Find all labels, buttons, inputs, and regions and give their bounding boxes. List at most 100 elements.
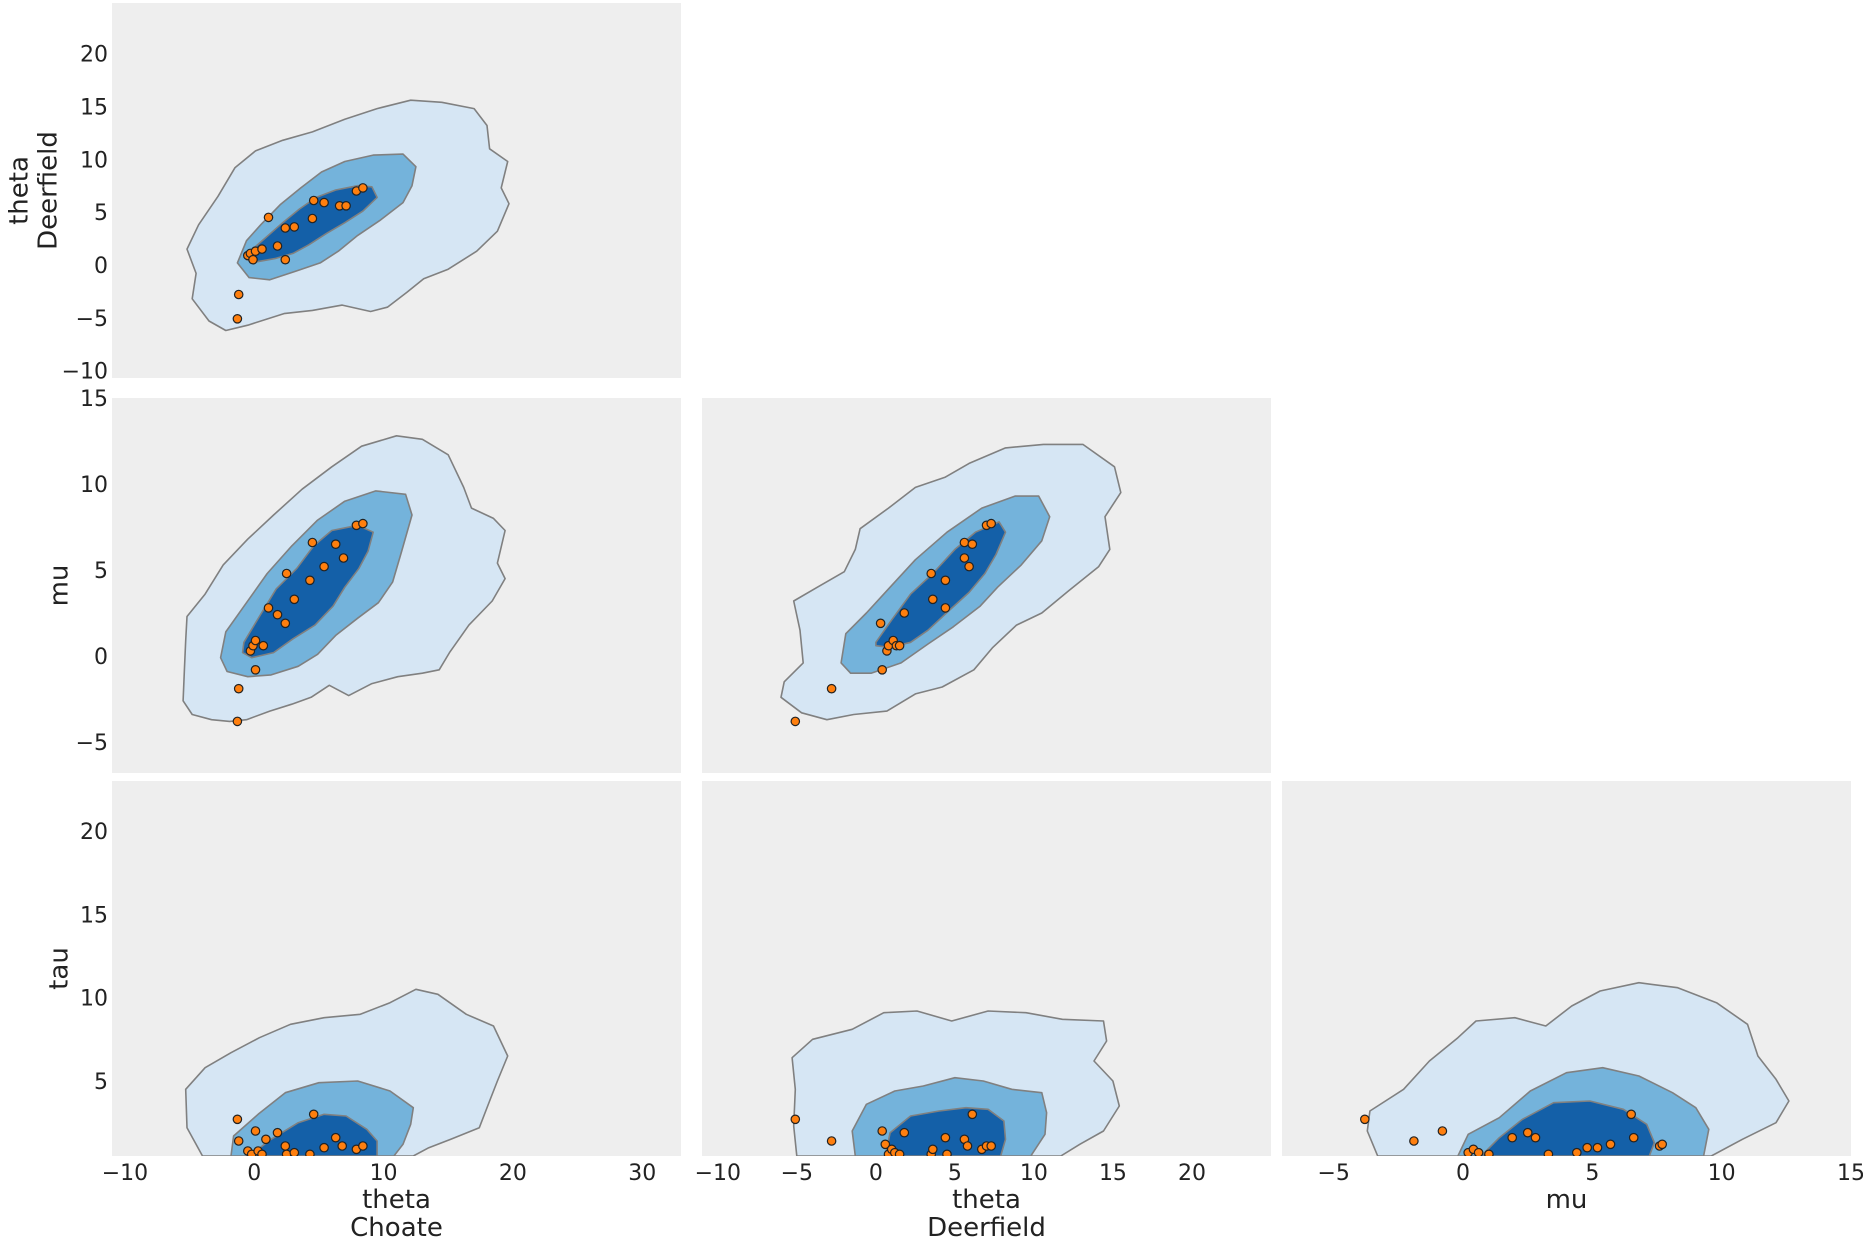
scatter-point <box>1605 1139 1616 1150</box>
scatter-point <box>250 1126 261 1136</box>
scatter-point <box>250 635 261 646</box>
scatter-point <box>248 254 258 265</box>
scatter-point <box>289 1147 300 1156</box>
scatter-point <box>358 1141 368 1151</box>
x-axis-label: theta <box>362 1185 431 1215</box>
scatter-point <box>986 518 996 529</box>
x-tick-label: 10 <box>370 1161 398 1186</box>
x-tick-label: 0 <box>869 1161 883 1186</box>
scatter-point <box>1409 1136 1419 1146</box>
scatter-point <box>272 1127 283 1138</box>
x-tick-label: 0 <box>1456 1161 1470 1186</box>
scatter-point <box>281 568 292 579</box>
scatter-point <box>307 213 318 224</box>
y-tick-label: 20 <box>80 820 108 845</box>
y-tick-label: 15 <box>80 387 108 412</box>
scatter-point <box>877 664 887 675</box>
x-axis-label: Choate <box>350 1213 443 1242</box>
scatter-point <box>1628 1132 1639 1143</box>
y-tick-label: 10 <box>80 148 108 173</box>
scatter-point <box>940 1132 951 1143</box>
scatter-point <box>233 1136 244 1146</box>
x-tick-label: −5 <box>781 1161 813 1186</box>
scatter-point <box>330 1132 341 1143</box>
scatter-point <box>308 1109 319 1120</box>
kde-contour-inner <box>884 1106 1007 1156</box>
x-tick-label: 5 <box>948 1161 962 1186</box>
scatter-point <box>319 1142 329 1153</box>
scatter-point <box>232 716 243 727</box>
x-tick-label: 10 <box>1708 1161 1736 1186</box>
scatter-point <box>1473 1147 1484 1156</box>
scatter-point <box>280 254 291 265</box>
scatter-point <box>319 561 329 572</box>
scatter-point <box>280 618 291 629</box>
scatter-point <box>899 1127 910 1138</box>
scatter-point <box>1572 1147 1582 1156</box>
x-tick-label: 0 <box>247 1161 261 1186</box>
x-tick-label: 20 <box>499 1161 527 1186</box>
scatter-point <box>1626 1109 1636 1120</box>
scatter-point <box>263 212 274 223</box>
x-tick-label: −5 <box>1318 1161 1350 1186</box>
x-tick-label: 15 <box>1099 1161 1127 1186</box>
scatter-point <box>257 1149 267 1156</box>
scatter-point <box>358 183 368 193</box>
scatter-point <box>959 553 970 563</box>
x-axis-label: mu <box>1546 1185 1588 1215</box>
scatter-point <box>790 1114 801 1125</box>
scatter-point <box>257 244 267 254</box>
scatter-point <box>959 537 970 548</box>
scatter-point <box>1522 1127 1533 1138</box>
scatter-point <box>790 716 801 727</box>
scatter-point <box>232 1114 243 1125</box>
y-tick-label: 0 <box>94 254 108 279</box>
x-tick-label: 5 <box>1585 1161 1599 1186</box>
x-tick-label: 20 <box>1178 1161 1206 1186</box>
scatter-point <box>826 1136 837 1146</box>
scatter-point <box>289 594 300 605</box>
scatter-point <box>338 553 349 563</box>
panel-deerfield-vs-choate: −10 −5 0 5 10 15 20 theta Deerfield <box>5 3 681 385</box>
panel-mu-vs-choate: −5 0 5 10 15 mu <box>45 387 681 773</box>
scatter-point <box>337 1141 347 1151</box>
scatter-point <box>308 195 319 206</box>
scatter-point <box>1437 1126 1448 1136</box>
scatter-point <box>232 313 243 324</box>
scatter-point <box>927 594 938 605</box>
scatter-point <box>1657 1139 1667 1150</box>
scatter-point <box>1530 1132 1541 1143</box>
scatter-point <box>926 568 936 579</box>
scatter-point <box>261 1134 271 1145</box>
y-tick-label: 0 <box>94 645 108 670</box>
scatter-point <box>233 289 244 300</box>
y-tick-label: −5 <box>76 731 108 756</box>
x-axis-label: theta <box>952 1185 1021 1215</box>
y-axis-label: theta <box>5 156 35 225</box>
scatter-point <box>967 1109 978 1120</box>
y-tick-label: −5 <box>76 307 108 332</box>
scatter-point <box>894 1149 905 1156</box>
y-tick-label: 15 <box>80 903 108 928</box>
scatter-point <box>289 222 300 232</box>
scatter-point <box>358 518 368 529</box>
scatter-point <box>1484 1149 1494 1156</box>
y-tick-label: 5 <box>94 559 108 584</box>
y-tick-label: 15 <box>80 96 108 121</box>
x-tick-label: 30 <box>628 1161 656 1186</box>
scatter-point <box>899 608 910 618</box>
scatter-point <box>233 683 244 694</box>
scatter-point <box>940 603 951 613</box>
panel-mu-vs-deerfield <box>702 398 1271 773</box>
scatter-point <box>258 640 269 651</box>
x-tick-label: 15 <box>1837 1161 1863 1186</box>
scatter-point <box>272 241 283 251</box>
scatter-point <box>880 1139 891 1150</box>
scatter-point <box>875 618 886 629</box>
scatter-point <box>927 1144 938 1155</box>
scatter-point <box>319 197 329 208</box>
y-tick-label: 10 <box>80 473 108 498</box>
